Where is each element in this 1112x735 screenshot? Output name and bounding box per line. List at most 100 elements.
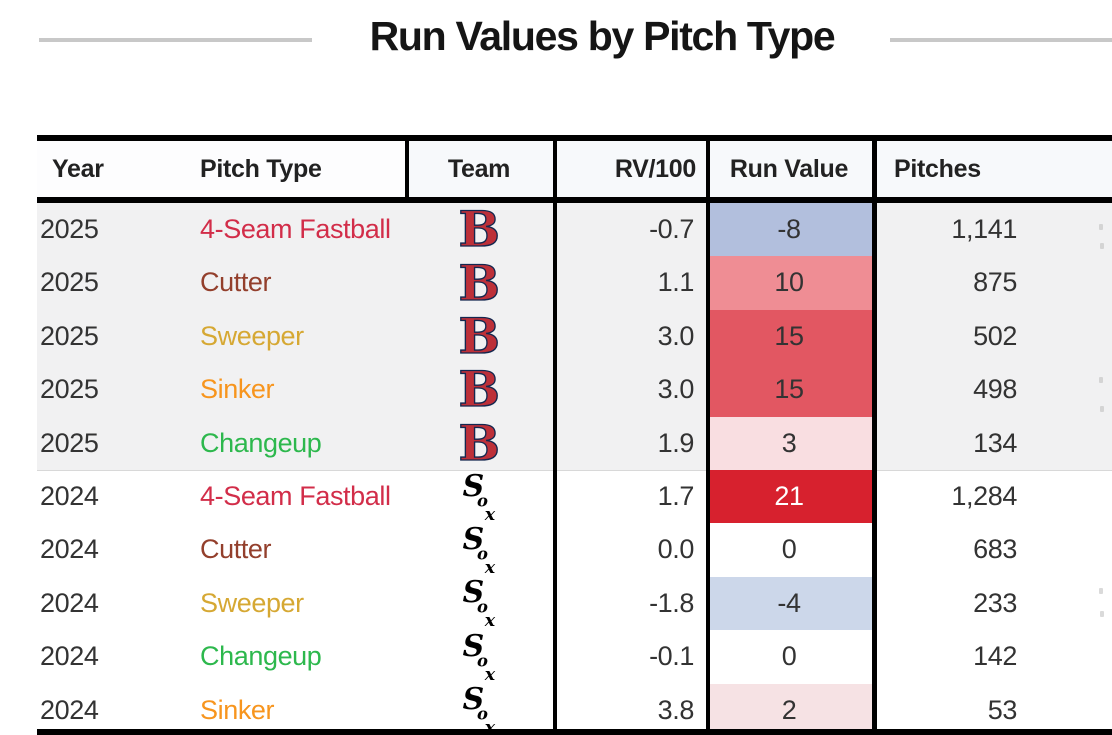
rv-per-100-cell: 1.1 — [657, 267, 695, 298]
column-divider-runvalue-pitches — [872, 135, 877, 735]
team-cell: B — [405, 363, 553, 416]
team-cell: S o x — [405, 470, 553, 524]
column-header-run-value[interactable]: Run Value — [706, 141, 872, 197]
svg-text:S: S — [463, 683, 484, 717]
run-value-cell: 0 — [706, 630, 872, 684]
white-sox-logo-icon: S o x — [463, 523, 497, 577]
year-cell: 2024 — [40, 694, 99, 725]
svg-text:B: B — [458, 311, 499, 362]
red-sox-logo-icon: B — [458, 258, 500, 309]
column-divider-rv100-runvalue — [706, 135, 710, 735]
pitches-cell: 233 — [973, 587, 1017, 618]
white-sox-logo-icon: S o x — [463, 470, 497, 524]
svg-text:x: x — [484, 665, 496, 684]
red-sox-logo-icon: B — [458, 204, 500, 255]
column-header-pitches[interactable]: Pitches — [872, 141, 1112, 197]
pitch-type-cell: Cutter — [200, 267, 272, 298]
table-row: 2024 Sinker S o x 3.8 2 53 — [37, 683, 1112, 735]
table-row: 2024 Sweeper S o x -1.8 -4 233 — [37, 576, 1112, 631]
column-header-team[interactable]: Team — [405, 141, 553, 197]
run-value-cell: 2 — [706, 683, 872, 735]
svg-text:B: B — [458, 204, 499, 255]
year-cell: 2025 — [40, 374, 99, 405]
column-header-pitch-type[interactable]: Pitch Type — [200, 141, 405, 197]
svg-text:S: S — [463, 576, 484, 610]
run-value-cell: -4 — [706, 576, 872, 631]
red-sox-logo-icon: B — [458, 418, 500, 469]
table-row: 2024 Changeup S o x -0.1 0 142 — [37, 630, 1112, 684]
table-header-bottom-border — [37, 197, 1112, 203]
year-cell: 2025 — [40, 214, 99, 244]
svg-text:S: S — [463, 523, 484, 557]
table-border-top — [37, 135, 1112, 141]
year-cell: 2024 — [40, 587, 99, 618]
rv-per-100-cell: 3.0 — [657, 374, 695, 405]
svg-text:o: o — [477, 705, 488, 724]
pitches-cell: 1,141 — [951, 214, 1017, 244]
svg-text:o: o — [477, 598, 488, 617]
white-sox-logo-icon: S o x — [463, 630, 497, 684]
table-row: 2025 Sweeper B 3.0 15 502 — [37, 309, 1112, 364]
cut-off-text-fragment — [1100, 611, 1104, 617]
team-cell: S o x — [405, 576, 553, 631]
pitch-type-cell: Cutter — [200, 534, 272, 565]
red-sox-logo-icon: B — [458, 364, 500, 415]
run-value-cell: 3 — [706, 416, 872, 470]
rv-per-100-cell: 0.0 — [657, 534, 695, 565]
svg-text:o: o — [477, 491, 488, 510]
rv-per-100-cell: -0.1 — [649, 641, 694, 672]
team-cell: S o x — [405, 683, 553, 735]
table-row: 2024 4-Seam Fastball S o x 1.7 21 1,284 — [37, 470, 1112, 524]
rv-per-100-cell: -0.7 — [649, 214, 694, 244]
pitches-cell: 498 — [973, 374, 1017, 405]
pitch-type-cell: Changeup — [200, 427, 322, 458]
cut-off-text-fragment — [1099, 377, 1103, 383]
pitch-type-cell: Sinker — [200, 694, 275, 725]
team-cell: B — [405, 310, 553, 363]
table-row: 2024 Cutter S o x 0.0 0 683 — [37, 523, 1112, 577]
pitch-type-cell: 4-Seam Fastball — [200, 214, 391, 244]
pitch-type-cell: Sweeper — [200, 320, 304, 351]
team-cell: B — [405, 203, 553, 256]
pitch-type-cell: Sweeper — [200, 587, 304, 618]
team-cell: B — [405, 256, 553, 309]
svg-text:S: S — [463, 470, 484, 504]
rv-per-100-cell: 1.9 — [657, 427, 695, 458]
run-value-cell: 15 — [706, 309, 872, 364]
run-value-cell: 0 — [706, 523, 872, 577]
pitches-cell: 875 — [973, 267, 1017, 298]
table-border-bottom — [37, 729, 1112, 735]
svg-text:B: B — [458, 258, 499, 309]
red-sox-logo-icon: B — [458, 311, 500, 362]
svg-text:x: x — [484, 612, 496, 631]
run-value-cell: 10 — [706, 256, 872, 310]
title-rule-left — [39, 38, 312, 42]
year-cell: 2024 — [40, 534, 99, 565]
page-title: Run Values by Pitch Type — [369, 13, 836, 59]
year-cell: 2024 — [40, 480, 99, 511]
white-sox-logo-icon: S o x — [463, 576, 497, 631]
column-header-year[interactable]: Year — [37, 141, 200, 197]
svg-text:o: o — [477, 545, 488, 564]
cut-off-text-fragment — [1100, 406, 1104, 412]
column-header-rv-per-100[interactable]: RV/100 — [553, 141, 706, 197]
year-cell: 2025 — [40, 427, 99, 458]
svg-text:o: o — [477, 651, 488, 670]
year-cell: 2025 — [40, 267, 99, 298]
pitches-cell: 134 — [973, 427, 1017, 458]
rv-per-100-cell: 3.8 — [657, 694, 695, 725]
pitches-cell: 502 — [973, 320, 1017, 351]
table-body: 2025 4-Seam Fastball B -0.7 -8 1,141 202… — [37, 203, 1112, 735]
cut-off-text-fragment — [1099, 588, 1103, 594]
pitches-cell: 53 — [987, 694, 1018, 725]
cut-off-text-fragment — [1099, 224, 1103, 230]
pitch-type-cell: 4-Seam Fastball — [200, 480, 391, 511]
pitches-cell: 142 — [973, 641, 1017, 672]
header-divider-pitch-team — [405, 135, 409, 203]
title-rule-right — [890, 38, 1112, 42]
svg-text:B: B — [458, 418, 499, 469]
svg-text:x: x — [484, 505, 496, 524]
run-value-cell: 15 — [706, 363, 872, 417]
pitches-cell: 1,284 — [951, 480, 1017, 511]
